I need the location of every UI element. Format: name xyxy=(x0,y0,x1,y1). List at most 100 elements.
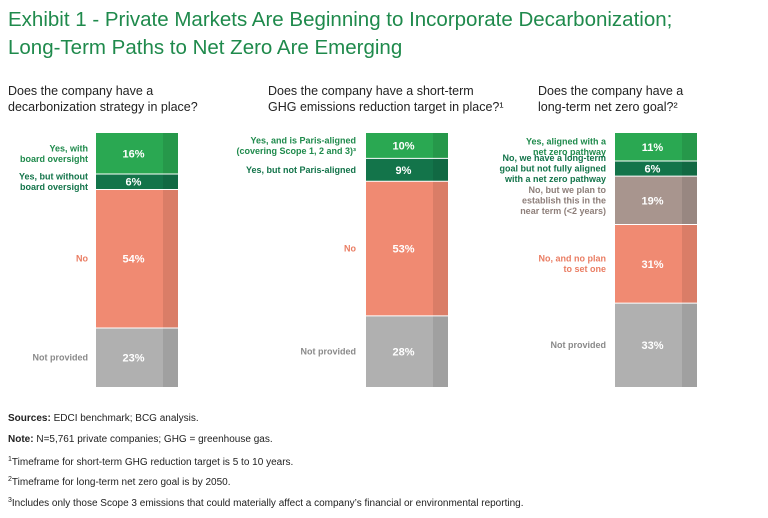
segment-category-label: No, but we plan to establish this in the n… xyxy=(520,185,606,216)
segment-label-line: to set one xyxy=(563,264,606,274)
bar-segment xyxy=(615,224,697,304)
bar-value-label: 53% xyxy=(392,244,414,256)
segment-label-line: Not provided xyxy=(301,346,357,356)
segment-label-line: Yes, and is Paris-aligned xyxy=(250,135,356,145)
bar-segment xyxy=(96,174,178,190)
segment-category-label: No xyxy=(344,244,356,254)
bar-value-label: 31% xyxy=(641,259,663,271)
bar-value-label: 6% xyxy=(645,164,661,176)
segment-label-line: board oversight xyxy=(20,182,88,192)
bar-segment xyxy=(96,327,178,387)
bar-segment-shade xyxy=(433,181,448,316)
sources-text: EDCI benchmark; BCG analysis. xyxy=(53,413,199,424)
footnote-3-text: Includes only those Scope 3 emissions th… xyxy=(11,498,524,509)
segment-label-line: No, but we plan to xyxy=(529,185,607,195)
bar-segment xyxy=(615,176,697,225)
question-2-line-1: Does the company have a short-term xyxy=(268,84,474,98)
bar-value-label: 33% xyxy=(641,340,663,352)
bar-segment xyxy=(96,189,178,328)
bar-segment-shade xyxy=(433,315,448,387)
segment-category-label: Yes, but without board oversight xyxy=(19,171,88,192)
question-2-line-2: GHG emissions reduction target in place?… xyxy=(268,100,504,114)
bar-segment-shade xyxy=(682,303,697,387)
bar-value-label: 9% xyxy=(396,165,412,177)
bar-segment xyxy=(366,315,448,387)
segment-label-line: board oversight xyxy=(20,154,88,164)
bar-value-label: 28% xyxy=(392,346,414,358)
bar-segment-shade xyxy=(163,174,178,190)
note-text: N=5,761 private companies; GHG = greenho… xyxy=(36,434,273,445)
bar-segment xyxy=(366,158,448,182)
footnote-2-mark: 2 xyxy=(8,476,12,483)
footnote-1: 1Timeframe for short-term GHG reduction … xyxy=(8,453,293,469)
footer-note: Note: N=5,761 private companies; GHG = g… xyxy=(8,433,273,446)
bar-value-label: 6% xyxy=(126,177,142,189)
segment-label-line: net zero pathway xyxy=(533,147,606,157)
bar-segment-shade xyxy=(682,224,697,304)
footnote-2: 2Timeframe for long-term net zero goal i… xyxy=(8,473,231,489)
segment-label-line: goal but not fully aligned xyxy=(500,164,607,174)
segment-label-line: Yes, but not Paris-aligned xyxy=(246,165,356,175)
bar-segment xyxy=(366,181,448,316)
footnote-3: 3Includes only those Scope 3 emissions t… xyxy=(8,494,523,510)
bar-value-label: 16% xyxy=(122,149,144,161)
title-line-2: Long-Term Paths to Net Zero Are Emerging xyxy=(8,36,403,59)
bar-segment xyxy=(96,133,178,175)
bar-value-label: 10% xyxy=(392,141,414,153)
footnote-2-text: Timeframe for long-term net zero goal is… xyxy=(11,477,231,488)
segment-label-line: Not provided xyxy=(551,340,607,350)
segment-category-label: Yes, aligned with a net zero pathway xyxy=(526,137,607,158)
bar-segment xyxy=(615,303,697,387)
footnote-1-mark: 1 xyxy=(8,456,12,463)
segment-category-label: Yes, and is Paris-aligned (covering Scope… xyxy=(236,135,356,156)
segment-label-line: No, and no plan xyxy=(539,254,607,264)
bar-segment-shade xyxy=(682,160,697,177)
bar-segment-shade xyxy=(163,189,178,328)
segment-label-line: Not provided xyxy=(33,352,89,362)
footer-sources: Sources: EDCI benchmark; BCG analysis. xyxy=(8,412,199,425)
segment-category-label: Not provided xyxy=(301,346,357,356)
segment-category-label: No xyxy=(76,254,88,264)
bar-segment-shade xyxy=(682,133,697,161)
segment-label-line: (covering Scope 1, 2 and 3)³ xyxy=(236,146,356,156)
bar-segment xyxy=(366,133,448,159)
question-3-line-2: long-term net zero goal?² xyxy=(538,100,678,114)
bar-segment-shade xyxy=(163,327,178,387)
bar-value-label: 54% xyxy=(122,254,144,266)
bar-segment-shade xyxy=(433,133,448,159)
bar-value-label: 23% xyxy=(122,352,144,364)
question-3: Does the company have a long-term net ze… xyxy=(538,83,683,115)
note-label: Note: xyxy=(8,434,34,445)
segment-label-line: Yes, but without xyxy=(19,171,88,181)
bar-segment xyxy=(615,160,697,177)
segment-category-label: No, and no plan to set one xyxy=(539,254,607,275)
question-1-line-2: decarbonization strategy in place? xyxy=(8,100,198,114)
footnote-1-text: Timeframe for short-term GHG reduction t… xyxy=(11,457,294,468)
bar-value-label: 19% xyxy=(641,195,663,207)
segment-label-line: No xyxy=(76,254,88,264)
segment-label-line: Yes, aligned with a xyxy=(526,137,607,147)
segment-category-label: Yes, but not Paris-aligned xyxy=(246,165,356,175)
bar-segment-shade xyxy=(433,158,448,182)
segment-label-line: establish this in the xyxy=(522,195,606,205)
segment-label-line: No, we have a long-term xyxy=(502,153,606,163)
question-1-line-1: Does the company have a xyxy=(8,84,154,98)
segment-category-label: Not provided xyxy=(33,352,89,362)
sources-label: Sources: xyxy=(8,413,51,424)
bar-segment-shade xyxy=(163,133,178,175)
segment-category-label: Not provided xyxy=(551,340,607,350)
segment-label-line: No xyxy=(344,244,356,254)
question-3-line-1: Does the company have a xyxy=(538,84,684,98)
segment-category-label: Yes, with board oversight xyxy=(20,143,88,164)
question-1: Does the company have a decarbonization … xyxy=(8,83,198,115)
question-2: Does the company have a short-term GHG e… xyxy=(268,83,504,115)
bar-value-label: 11% xyxy=(642,142,664,154)
exhibit-title: Exhibit 1 - Private Markets Are Beginnin… xyxy=(8,6,763,62)
title-line-1: Exhibit 1 - Private Markets Are Beginnin… xyxy=(8,8,673,31)
bar-segment xyxy=(615,133,697,161)
segment-label-line: Yes, with xyxy=(49,143,88,153)
footnote-3-mark: 3 xyxy=(8,497,12,504)
bar-segment-shade xyxy=(682,176,697,225)
segment-category-label: No, we have a long-term goal but not full… xyxy=(500,153,607,184)
